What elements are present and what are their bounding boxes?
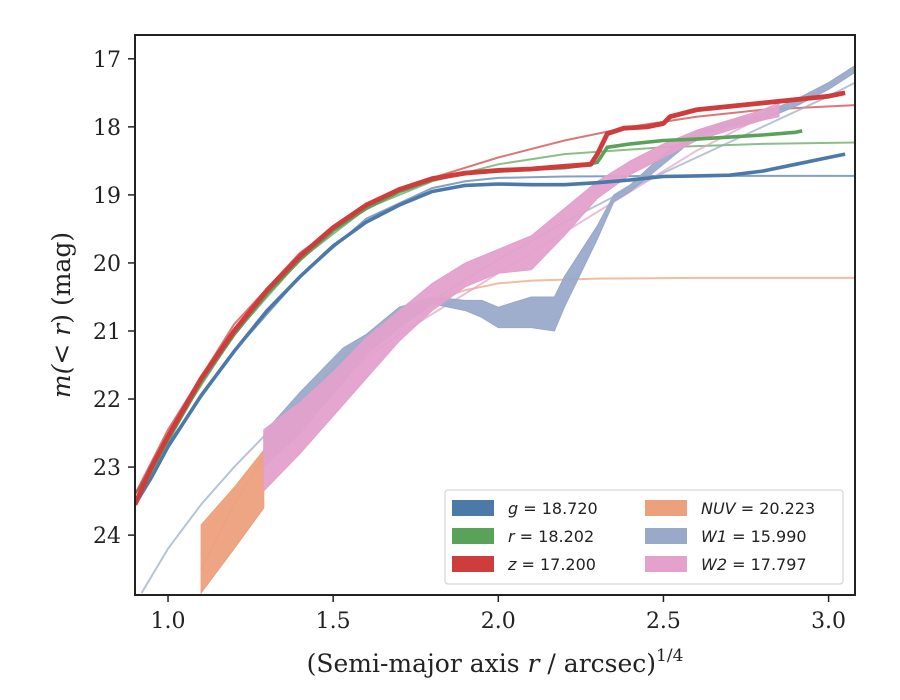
z-line bbox=[135, 90, 846, 506]
legend: g = 18.720 r = 18.202 z = 17.200 NUV = 20.2… bbox=[444, 489, 844, 585]
legend-swatch-z bbox=[452, 556, 494, 572]
z-fit-curve bbox=[135, 104, 855, 495]
y-tick-label: 21 bbox=[93, 320, 121, 345]
y-axis-label-prefix: m( bbox=[47, 363, 76, 398]
line-series bbox=[135, 90, 846, 506]
w1-band bbox=[263, 65, 855, 469]
y-tick-label: 20 bbox=[93, 252, 121, 277]
y-tick-label: 17 bbox=[93, 48, 121, 73]
band-series bbox=[200, 65, 855, 595]
legend-label-g: g = 18.720 bbox=[508, 499, 598, 518]
y-tick-label: 18 bbox=[93, 116, 121, 141]
y-axis-label-var: < r bbox=[47, 322, 76, 365]
legend-label-nuv: NUV = 20.223 bbox=[701, 499, 815, 518]
g-line bbox=[135, 152, 846, 506]
legend-label-w2: W2 = 17.797 bbox=[701, 555, 807, 574]
x-axis-label-text: (Semi-major axis bbox=[307, 649, 528, 678]
x-axis-ticks: 1.0 1.5 2.0 2.5 3.0 bbox=[151, 595, 846, 634]
x-axis-label: (Semi-major axis r / arcsec)1/4 bbox=[307, 646, 684, 678]
legend-swatch-nuv bbox=[645, 500, 687, 516]
y-axis-label-suffix: ) (mag) bbox=[47, 232, 76, 324]
legend-swatch-r bbox=[452, 528, 494, 544]
x-tick-label: 3.0 bbox=[811, 609, 846, 634]
y-tick-label: 19 bbox=[93, 184, 121, 209]
x-axis-label-exponent: 1/4 bbox=[656, 646, 683, 666]
legend-swatch-w1 bbox=[645, 528, 687, 544]
x-tick-label: 1.0 bbox=[151, 609, 186, 634]
legend-label-z: z = 17.200 bbox=[507, 555, 596, 574]
legend-swatch-w2 bbox=[645, 556, 687, 572]
legend-label-w1: W1 = 15.990 bbox=[701, 527, 807, 546]
x-axis-label-unit: / arcsec) bbox=[539, 649, 656, 678]
legend-swatch-g bbox=[452, 500, 494, 516]
x-axis-label-var: r bbox=[528, 649, 542, 678]
y-tick-label: 24 bbox=[93, 524, 121, 549]
nuv-band bbox=[200, 448, 265, 595]
w2-band bbox=[263, 102, 780, 493]
y-tick-label: 23 bbox=[93, 456, 121, 481]
legend-label-r: r = 18.202 bbox=[508, 527, 594, 546]
x-tick-label: 2.0 bbox=[481, 609, 516, 634]
legend-box bbox=[444, 489, 844, 585]
x-tick-label: 1.5 bbox=[316, 609, 351, 634]
y-tick-label: 22 bbox=[93, 388, 121, 413]
y-axis-ticks: 17 18 19 20 21 22 23 24 bbox=[93, 48, 135, 549]
plot-frame bbox=[134, 34, 856, 596]
y-axis-label: m(< r) (mag) bbox=[47, 232, 76, 398]
x-tick-label: 2.5 bbox=[646, 609, 681, 634]
